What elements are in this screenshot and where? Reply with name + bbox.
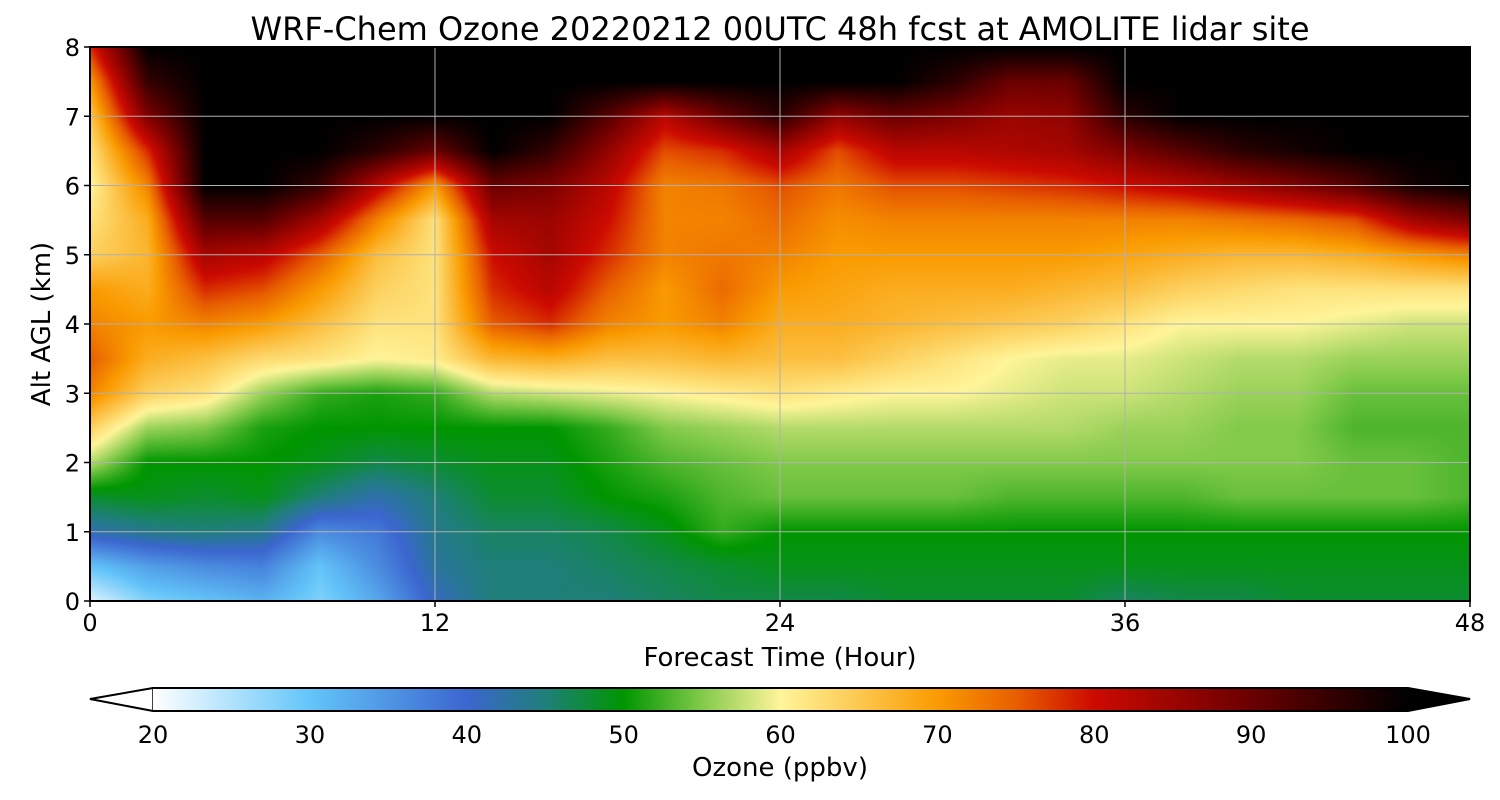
colorbar-tick-label: 20 <box>138 721 169 749</box>
y-tick-label: 1 <box>65 519 80 547</box>
colorbar-tick-label: 40 <box>451 721 482 749</box>
y-tick-label: 7 <box>65 103 80 131</box>
y-tick-label: 5 <box>65 242 80 270</box>
colorbar-tick-label: 90 <box>1236 721 1267 749</box>
colorbar-body <box>153 688 1408 711</box>
colorbar-tick-label: 80 <box>1079 721 1110 749</box>
x-tick-label: 12 <box>420 609 451 637</box>
y-tick-label: 4 <box>65 311 80 339</box>
colorbar-tick-label: 70 <box>922 721 953 749</box>
colorbar-label: Ozone (ppbv) <box>692 753 868 783</box>
colorbar-ticks: 20 30 40 50 60 70 80 90 100 <box>138 721 1431 749</box>
y-tick-label: 6 <box>65 173 80 201</box>
colorbar-extend-low <box>89 687 154 712</box>
colorbar-tick-label: 50 <box>608 721 639 749</box>
x-axis-label: Forecast Time (Hour) <box>643 643 916 673</box>
x-tick-label: 24 <box>765 609 796 637</box>
colorbar-tick-label: 100 <box>1385 721 1431 749</box>
x-tick-label: 0 <box>82 609 97 637</box>
colorbar-outline <box>89 687 1471 712</box>
colorbar-tick-label: 30 <box>295 721 326 749</box>
x-tick-label: 48 <box>1455 609 1486 637</box>
colorbar: 20 30 40 50 60 70 80 90 100 <box>89 687 1471 749</box>
y-tick-label: 3 <box>65 380 80 408</box>
y-tick-label: 8 <box>65 34 80 62</box>
y-axis-label: Alt AGL (km) <box>27 242 57 406</box>
colorbar-extend-high <box>1407 687 1471 712</box>
y-tick-label: 0 <box>65 588 80 616</box>
y-tick-label: 2 <box>65 450 80 478</box>
colorbar-tick-label: 60 <box>765 721 796 749</box>
chart-title: WRF-Chem Ozone 20220212 00UTC 48h fcst a… <box>250 10 1309 48</box>
x-axis-ticks: 0 12 24 36 48 <box>82 601 1485 637</box>
x-tick-label: 36 <box>1110 609 1141 637</box>
y-axis-ticks: 0 1 2 3 4 5 6 7 8 <box>65 34 90 616</box>
